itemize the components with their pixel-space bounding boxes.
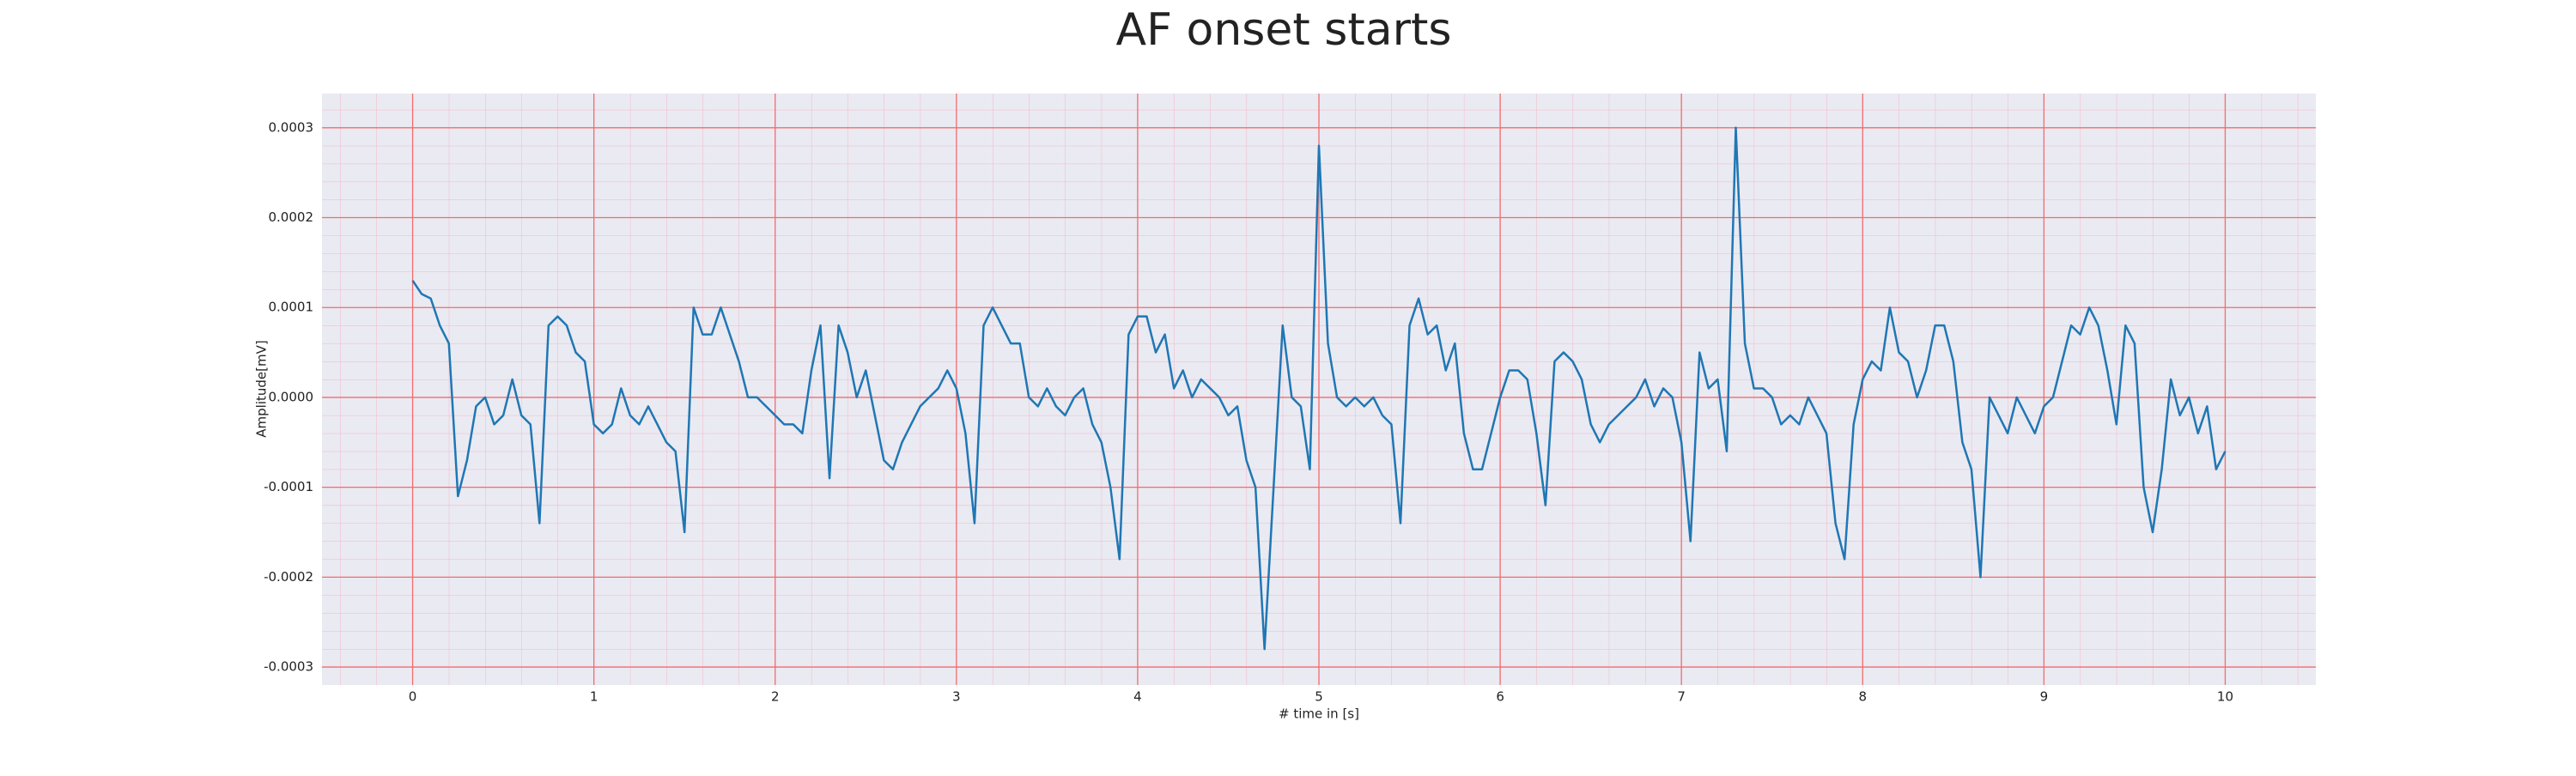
x-tick-label: 1: [590, 689, 598, 705]
x-tick-label: 7: [1677, 689, 1686, 705]
y-tick-label: -0.0003: [264, 659, 313, 675]
x-tick-label: 10: [2217, 689, 2233, 705]
y-tick-label: 0.0003: [269, 119, 314, 135]
chart-title: AF onset starts: [1116, 4, 1452, 56]
x-tick-label: 9: [2040, 689, 2049, 705]
y-tick-label: -0.0001: [264, 479, 313, 494]
x-tick-label: 2: [771, 689, 780, 705]
y-tick-label: 0.0002: [269, 209, 314, 225]
y-tick-label: 0.0001: [269, 300, 314, 315]
y-tick-label: 0.0000: [269, 389, 314, 404]
x-tick-label: 6: [1496, 689, 1504, 705]
x-tick-label: 5: [1315, 689, 1323, 705]
x-tick-label: 3: [952, 689, 961, 705]
x-tick-label: 4: [1133, 689, 1142, 705]
x-axis-label: # time in [s]: [1279, 706, 1359, 722]
y-tick-label: -0.0002: [264, 569, 313, 585]
x-tick-label: 0: [409, 689, 417, 705]
y-axis-label: Amplitude[mV]: [254, 340, 270, 437]
data-line: [411, 126, 2227, 651]
x-tick-label: 8: [1858, 689, 1867, 705]
